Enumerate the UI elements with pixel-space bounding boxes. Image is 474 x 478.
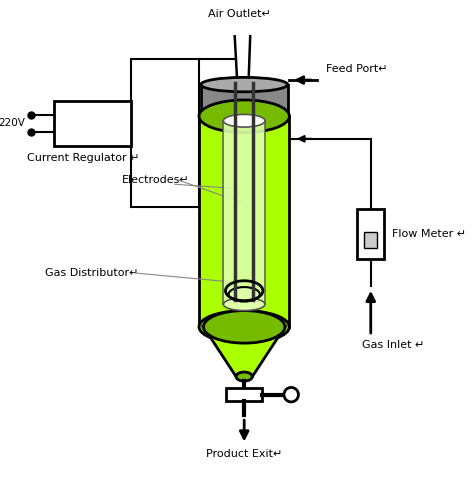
- Ellipse shape: [236, 372, 252, 381]
- Text: Current Regulator ↵: Current Regulator ↵: [27, 153, 140, 163]
- Text: Gas Distributor↵: Gas Distributor↵: [46, 268, 139, 278]
- Ellipse shape: [228, 287, 260, 302]
- Text: Gas Inlet ↵: Gas Inlet ↵: [362, 340, 424, 350]
- Bar: [357, 209, 384, 259]
- Ellipse shape: [199, 100, 290, 132]
- Text: Flow Meter ↵: Flow Meter ↵: [392, 229, 465, 239]
- Bar: [365, 232, 377, 248]
- Ellipse shape: [223, 114, 265, 127]
- Ellipse shape: [223, 298, 265, 311]
- Text: 220V: 220V: [0, 119, 26, 129]
- Ellipse shape: [203, 311, 285, 343]
- Polygon shape: [199, 116, 290, 327]
- Text: Product Exit↵: Product Exit↵: [206, 449, 283, 459]
- Ellipse shape: [201, 77, 288, 92]
- Bar: [55, 101, 131, 146]
- Polygon shape: [201, 85, 288, 116]
- Ellipse shape: [199, 311, 290, 343]
- Circle shape: [284, 388, 299, 402]
- Bar: [226, 388, 262, 401]
- Text: Electrodes↵: Electrodes↵: [122, 174, 190, 185]
- Polygon shape: [223, 121, 265, 304]
- Text: Air Outlet↵: Air Outlet↵: [208, 9, 271, 19]
- Text: Feed Port↵: Feed Port↵: [326, 64, 387, 74]
- Polygon shape: [203, 327, 285, 377]
